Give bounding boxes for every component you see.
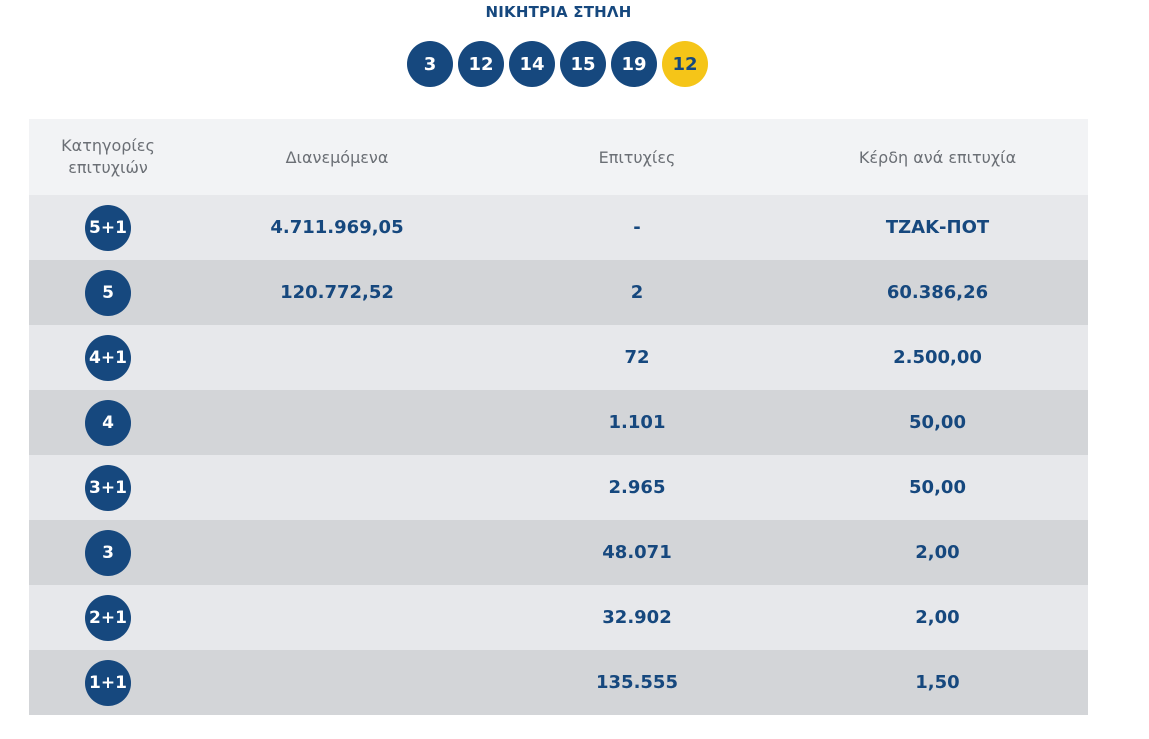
winning-numbers: 3 12 14 15 19 12 — [407, 41, 708, 87]
category-badge: 3 — [85, 529, 131, 576]
category-badge: 5 — [85, 269, 131, 316]
winners-cell: 32.902 — [602, 607, 672, 628]
distributed-cell: 120.772,52 — [280, 282, 394, 303]
prize-cell: 2,00 — [915, 542, 960, 563]
winners-cell: 1.101 — [608, 412, 666, 433]
table-row: 4+1 72 2.500,00 — [29, 325, 1088, 390]
prize-cell: ΤΖΑΚ-ΠΟΤ — [885, 217, 990, 238]
winners-cell: 2 — [630, 282, 644, 303]
category-badge: 4 — [85, 399, 131, 446]
category-badge: 2+1 — [85, 594, 131, 641]
prize-table: Κατηγορίες επιτυχιών Διανεμόμενα Επιτυχί… — [29, 119, 1088, 715]
prize-cell: 50,00 — [909, 412, 966, 433]
winners-cell: 135.555 — [596, 672, 678, 693]
winners-cell: 72 — [624, 347, 650, 368]
bonus-number-ball: 12 — [662, 41, 708, 87]
table-row: 5+1 4.711.969,05 - ΤΖΑΚ-ΠΟΤ — [29, 195, 1088, 260]
category-badge: 1+1 — [85, 659, 131, 706]
distributed-cell: 4.711.969,05 — [270, 217, 404, 238]
prize-cell: 2,00 — [915, 607, 960, 628]
table-row: 2+1 32.902 2,00 — [29, 585, 1088, 650]
winning-number-ball: 14 — [509, 41, 555, 87]
winning-number-ball: 15 — [560, 41, 606, 87]
prize-cell: 2.500,00 — [893, 347, 982, 368]
winning-column-title: ΝΙΚΗΤΡΙΑ ΣΤΗΛΗ — [485, 3, 632, 21]
header-category: Κατηγορίες επιτυχιών — [61, 136, 155, 177]
table-row: 4 1.101 50,00 — [29, 390, 1088, 455]
winning-number-ball: 19 — [611, 41, 657, 87]
winners-cell: - — [633, 217, 641, 238]
table-row: 3+1 2.965 50,00 — [29, 455, 1088, 520]
prize-table-header: Κατηγορίες επιτυχιών Διανεμόμενα Επιτυχί… — [29, 119, 1088, 195]
header-winners: Επιτυχίες — [598, 147, 676, 167]
winners-cell: 2.965 — [608, 477, 666, 498]
table-row: 3 48.071 2,00 — [29, 520, 1088, 585]
table-row: 5 120.772,52 2 60.386,26 — [29, 260, 1088, 325]
prize-cell: 50,00 — [909, 477, 966, 498]
header-distributed: Διανεμόμενα — [285, 147, 389, 167]
prize-cell: 60.386,26 — [886, 282, 989, 303]
winning-number-ball: 3 — [407, 41, 453, 87]
prize-cell: 1,50 — [915, 672, 960, 693]
category-badge: 5+1 — [85, 204, 131, 251]
winners-cell: 48.071 — [602, 542, 672, 563]
category-badge: 4+1 — [85, 334, 131, 381]
category-badge: 3+1 — [85, 464, 131, 511]
winning-number-ball: 12 — [458, 41, 504, 87]
table-row: 1+1 135.555 1,50 — [29, 650, 1088, 715]
header-prize: Κέρδη ανά επιτυχία — [858, 147, 1017, 167]
